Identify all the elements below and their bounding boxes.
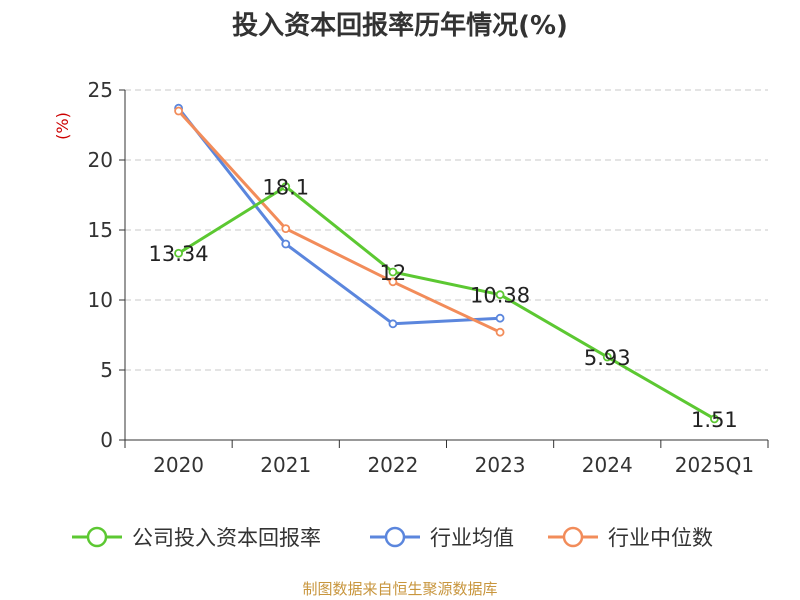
y-tick-label: 20 (88, 148, 113, 172)
chart-title: 投入资本回报率历年情况(%) (232, 10, 568, 41)
data-point[interactable] (281, 239, 291, 249)
legend-swatch-marker (384, 526, 406, 548)
data-label: 18.1 (262, 176, 309, 200)
series-group (174, 103, 719, 424)
data-label: 10.38 (470, 284, 530, 308)
data-label: 13.34 (149, 242, 209, 266)
y-tick-label: 10 (88, 288, 113, 312)
data-point[interactable] (602, 352, 612, 362)
data-point[interactable] (174, 106, 183, 116)
legend-label[interactable]: 公司投入资本回报率 (132, 526, 321, 550)
data-point[interactable] (388, 267, 398, 277)
data-label: 12 (380, 261, 407, 285)
y-tick-label: 15 (88, 218, 113, 242)
legend-label[interactable]: 行业均值 (430, 526, 514, 550)
source-note: 制图数据来自恒生聚源数据库 (302, 580, 497, 598)
x-tick-label: 2021 (260, 453, 311, 477)
data-point[interactable] (388, 277, 398, 287)
data-point[interactable] (281, 224, 291, 234)
gridlines (125, 89, 768, 371)
y-tick-label: 0 (100, 428, 113, 452)
data-point[interactable] (388, 319, 398, 329)
data-labels: 13.34 18.1 12 10.38 5.93 1.51 (149, 176, 738, 432)
data-point[interactable] (495, 327, 505, 337)
series-line (177, 185, 716, 421)
x-tick-label: 2024 (582, 453, 633, 477)
y-axis-label: (%) (53, 112, 72, 140)
x-tick-label: 2023 (475, 453, 526, 477)
legend[interactable]: 公司投入资本回报率 行业均值 行业中位数 (72, 526, 713, 550)
x-tick-label: 2025Q1 (675, 453, 754, 477)
series-line (177, 109, 501, 334)
x-tick-label: 2022 (367, 453, 418, 477)
data-point[interactable] (495, 290, 505, 300)
data-point[interactable] (495, 313, 505, 323)
data-label: 1.51 (691, 408, 738, 432)
data-label: 5.93 (584, 346, 631, 370)
axes: 0 5 10 15 20 25 2020 2021 2022 2023 2024 2025Q1 (88, 78, 769, 477)
legend-swatch-marker (86, 526, 108, 548)
legend-label[interactable]: 行业中位数 (608, 526, 713, 550)
data-point[interactable] (710, 414, 719, 424)
y-tick-label: 5 (100, 358, 113, 382)
series-line (177, 107, 501, 326)
y-tick-label: 25 (88, 78, 113, 102)
legend-swatch-marker (562, 526, 584, 548)
data-point[interactable] (281, 182, 291, 192)
data-point[interactable] (174, 248, 183, 258)
x-tick-label: 2020 (153, 453, 204, 477)
